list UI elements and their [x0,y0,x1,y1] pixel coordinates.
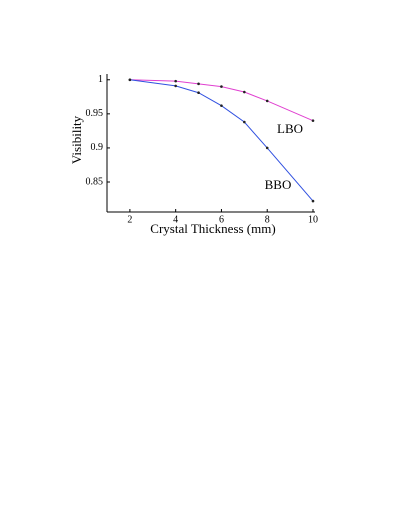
data-point [243,90,246,94]
y-tick-label: 0.85 [86,176,104,187]
x-tick-label: 10 [308,214,318,225]
x-tick-label: 4 [173,214,178,225]
data-point [197,82,200,86]
data-point [265,146,269,150]
data-point [265,99,269,103]
y-axis-label: Visibility [69,115,84,164]
series-label: LBO [277,121,303,136]
data-point [128,78,132,82]
y-tick-label: 1 [98,74,103,85]
series-label: BBO [265,177,292,192]
data-point [243,120,246,124]
x-tick-label: 2 [127,214,132,225]
data-point [197,91,200,95]
data-point [220,104,223,107]
data-point [311,119,315,122]
data-point [174,84,177,88]
y-tick-label: 0.9 [91,142,104,153]
data-point [311,199,315,203]
x-tick-label: 8 [265,214,270,225]
y-tick-label: 0.95 [86,108,104,119]
data-point [174,79,177,83]
data-point [220,85,223,88]
x-axis-label: Crystal Thickness (mm) [150,221,275,236]
x-tick-label: 6 [219,214,224,225]
